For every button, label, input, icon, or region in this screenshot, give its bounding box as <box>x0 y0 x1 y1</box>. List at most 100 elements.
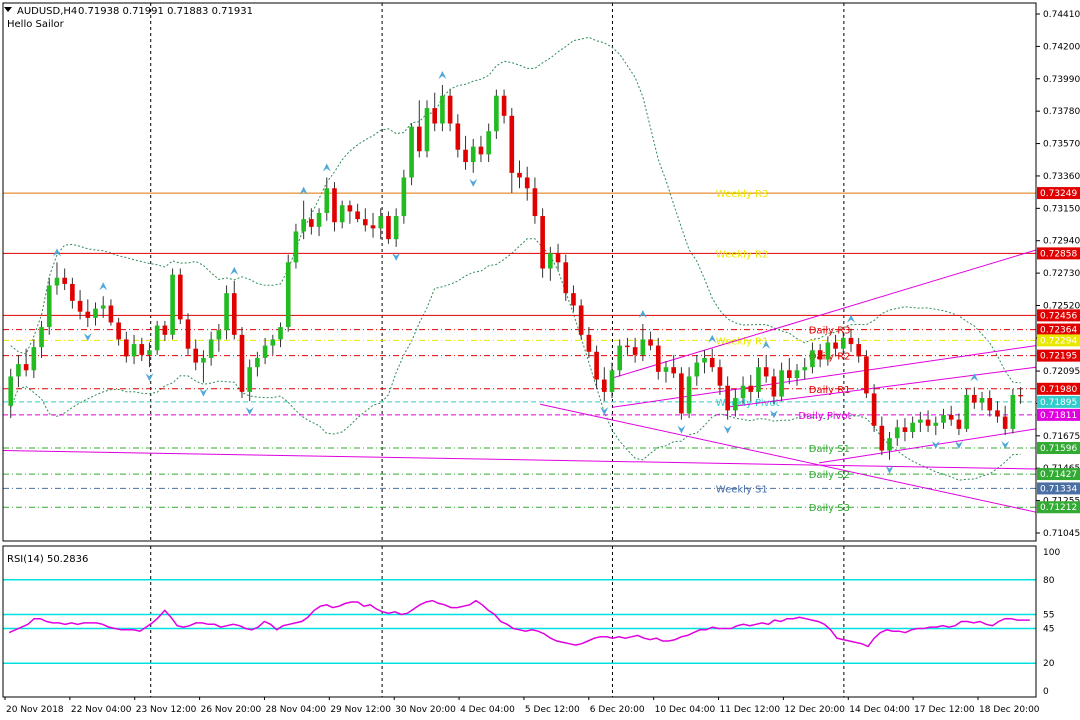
candle[interactable] <box>216 330 222 340</box>
rsi-line[interactable] <box>8 599 1030 648</box>
candle[interactable] <box>470 146 476 163</box>
candle[interactable] <box>378 216 384 229</box>
candle[interactable] <box>517 172 522 178</box>
candle[interactable] <box>948 415 954 420</box>
candle[interactable] <box>262 345 268 358</box>
candle[interactable] <box>625 345 630 348</box>
candle[interactable] <box>509 115 515 173</box>
candle[interactable] <box>771 376 777 397</box>
candle[interactable] <box>972 394 977 403</box>
candle[interactable] <box>100 305 106 309</box>
candle[interactable] <box>239 334 245 392</box>
candle[interactable] <box>124 339 129 357</box>
candle[interactable] <box>16 364 21 377</box>
candle[interactable] <box>563 262 569 294</box>
candle[interactable] <box>278 327 283 340</box>
candle[interactable] <box>748 385 754 392</box>
candle[interactable] <box>293 231 299 263</box>
candle[interactable] <box>663 367 669 372</box>
candle[interactable] <box>686 376 692 414</box>
candle[interactable] <box>247 367 252 392</box>
candle[interactable] <box>77 300 83 312</box>
trendline[interactable] <box>818 428 1037 464</box>
candle[interactable] <box>810 350 815 368</box>
candle[interactable] <box>486 131 491 155</box>
candle[interactable] <box>802 367 808 371</box>
candle[interactable] <box>779 370 784 397</box>
candle[interactable] <box>864 356 869 394</box>
candle[interactable] <box>655 345 661 372</box>
candle[interactable] <box>848 337 854 345</box>
candle[interactable] <box>494 95 499 132</box>
candle[interactable] <box>987 398 993 411</box>
candle[interactable] <box>185 319 191 349</box>
candle[interactable] <box>918 419 923 423</box>
candle[interactable] <box>255 357 260 368</box>
candle[interactable] <box>571 293 576 306</box>
candle[interactable] <box>702 357 707 363</box>
candle[interactable] <box>933 422 939 426</box>
candle[interactable] <box>270 339 276 346</box>
candle[interactable] <box>339 205 345 223</box>
candle[interactable] <box>794 370 800 378</box>
candle[interactable] <box>201 357 206 363</box>
candle[interactable] <box>54 277 60 286</box>
candle[interactable] <box>894 427 900 439</box>
candle[interactable] <box>1018 394 1023 397</box>
candle[interactable] <box>131 344 137 357</box>
candle[interactable] <box>409 126 414 178</box>
candle[interactable] <box>817 350 823 360</box>
dropdown-arrow-icon[interactable] <box>4 7 12 12</box>
candle[interactable] <box>39 327 44 348</box>
candle[interactable] <box>956 419 962 429</box>
trendline[interactable] <box>540 403 1037 513</box>
candle[interactable] <box>725 385 730 411</box>
candle[interactable] <box>833 342 838 349</box>
candle[interactable] <box>455 123 461 150</box>
candle[interactable] <box>840 337 846 349</box>
candle[interactable] <box>902 427 908 432</box>
candle[interactable] <box>447 95 453 124</box>
candle[interactable] <box>401 177 407 217</box>
candle[interactable] <box>995 410 1000 417</box>
candle[interactable] <box>640 339 646 355</box>
candle[interactable] <box>324 188 330 213</box>
candle[interactable] <box>648 339 653 346</box>
candle[interactable] <box>671 367 676 374</box>
candle[interactable] <box>501 95 507 116</box>
candle[interactable] <box>393 216 399 240</box>
candle[interactable] <box>740 385 746 399</box>
candle[interactable] <box>85 311 91 318</box>
candle[interactable] <box>601 379 607 392</box>
candle[interactable] <box>632 347 638 355</box>
candle[interactable] <box>93 308 98 318</box>
candle[interactable] <box>609 370 615 392</box>
candle[interactable] <box>709 357 715 368</box>
candle[interactable] <box>887 438 892 451</box>
candle[interactable] <box>594 351 599 380</box>
candle[interactable] <box>548 253 553 269</box>
candle[interactable] <box>532 188 538 217</box>
candle[interactable] <box>316 212 322 227</box>
candle[interactable] <box>285 262 291 328</box>
candle[interactable] <box>177 274 183 320</box>
candle[interactable] <box>925 419 931 426</box>
candle[interactable] <box>46 285 52 328</box>
candle[interactable] <box>224 293 229 331</box>
candle[interactable] <box>717 367 723 386</box>
candle[interactable] <box>386 216 391 240</box>
candle[interactable] <box>370 225 376 229</box>
candle[interactable] <box>871 393 877 426</box>
candle[interactable] <box>478 146 484 155</box>
trendline[interactable] <box>726 366 1037 408</box>
candle[interactable] <box>347 205 353 212</box>
candle[interactable] <box>208 339 214 358</box>
trendline[interactable] <box>2 449 1037 470</box>
rsi-pane[interactable] <box>3 546 1036 697</box>
candle[interactable] <box>8 376 14 406</box>
candle[interactable] <box>170 274 175 335</box>
candle[interactable] <box>193 348 199 363</box>
candle[interactable] <box>694 362 700 377</box>
candle[interactable] <box>62 277 67 284</box>
price-pane[interactable]: Weekly R3 Weekly R2 Daily R3 Weekly R1 Daily… <box>2 3 1037 541</box>
